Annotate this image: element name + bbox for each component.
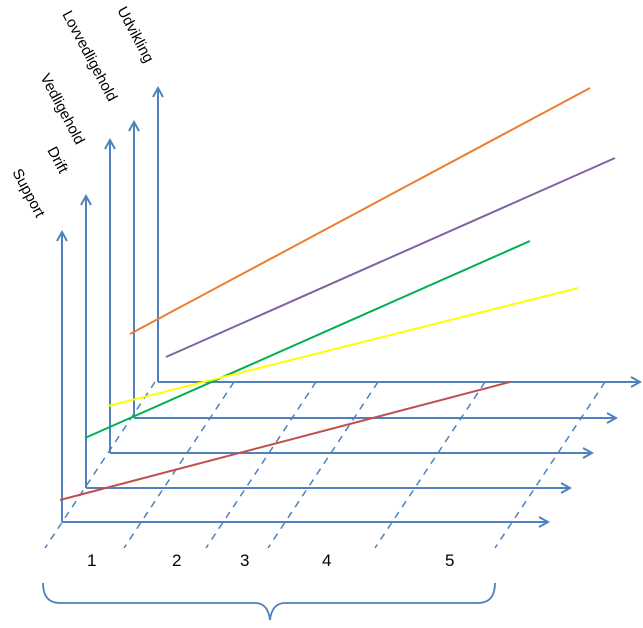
trend-line-yellow	[107, 287, 579, 407]
grid-diagonal-3	[205, 381, 317, 549]
trend-lines	[59, 87, 616, 501]
axis-label-drift: Drift	[43, 144, 71, 177]
trend-line-orange	[129, 87, 591, 335]
axis-udvikling	[158, 88, 640, 382]
bottom-brace	[42, 582, 496, 621]
grid-diagonal-6	[494, 381, 606, 549]
grid-diagonals	[44, 381, 606, 549]
column-label-1: 1	[87, 551, 96, 570]
axis-lovvedligehold	[134, 122, 616, 418]
axis-drift	[86, 196, 570, 488]
axis-support	[62, 232, 548, 522]
axis-label-lovvedligehold: Lovvedligehold	[58, 8, 120, 104]
grid-diagonal-5	[374, 381, 486, 549]
column-label-5: 5	[445, 551, 454, 570]
trend-line-red	[59, 381, 511, 501]
axis-label-support: Support	[8, 166, 48, 221]
axis-label-vedligehold: Vedligehold	[36, 71, 87, 147]
column-label-3: 3	[240, 551, 249, 570]
column-label-4: 4	[322, 551, 331, 570]
grid-diagonal-4	[267, 381, 379, 549]
trend-line-green	[84, 240, 531, 439]
grid-diagonal-2	[123, 381, 235, 549]
trend-line-purple	[165, 157, 616, 358]
axis-label-udvikling: Udvikling	[113, 4, 157, 66]
axis-vedligehold	[110, 140, 592, 453]
column-label-2: 2	[172, 551, 181, 570]
